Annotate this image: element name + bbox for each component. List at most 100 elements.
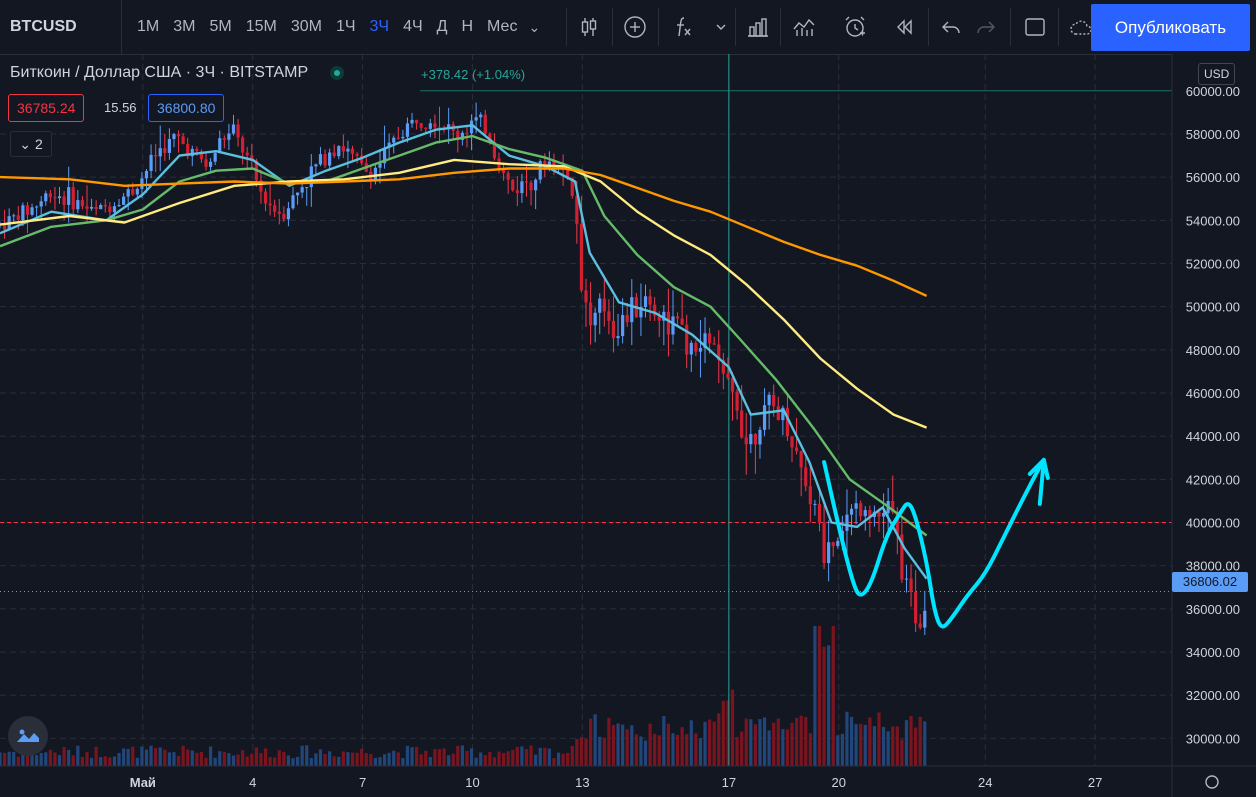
publish-button[interactable]: Опубликовать	[1091, 4, 1250, 51]
alarm-icon[interactable]	[838, 10, 872, 44]
volume-bar	[419, 754, 423, 766]
price-tick-label: 40000.00	[1186, 516, 1240, 531]
volume-bar	[282, 751, 286, 766]
chevron-down-icon: ⌄	[19, 135, 31, 152]
candle-body	[657, 315, 661, 321]
volume-bar	[900, 739, 904, 766]
chevron-down-icon[interactable]	[704, 10, 738, 44]
interval-week[interactable]: Н	[461, 18, 474, 35]
volume-bar	[323, 753, 327, 766]
volume-bar	[195, 752, 199, 766]
candle-body	[479, 114, 483, 118]
volume-bar	[680, 727, 684, 766]
buy-price-button[interactable]: 36800.80	[148, 94, 225, 122]
volume-bar	[488, 751, 492, 766]
volume-bar	[99, 757, 103, 766]
candle-body	[76, 200, 80, 210]
candle-body	[772, 394, 776, 407]
volume-bar	[273, 757, 277, 766]
candle-body	[918, 623, 922, 628]
toolbar-divider	[735, 8, 736, 46]
cloud-icon[interactable]	[1064, 10, 1098, 44]
candle-body	[781, 407, 785, 421]
volume-bar	[717, 713, 721, 766]
replay-icon[interactable]	[887, 10, 921, 44]
candle-body	[144, 170, 149, 179]
candle-body	[465, 132, 469, 134]
volume-bar	[158, 747, 162, 766]
candle-body	[318, 154, 323, 165]
volume-bar	[135, 757, 139, 766]
candle-body	[222, 138, 226, 140]
candle-body	[392, 137, 396, 143]
price-tick-label: 60000.00	[1186, 84, 1240, 99]
undo-icon[interactable]	[934, 10, 968, 44]
volume-bar	[213, 757, 217, 766]
interval-1m[interactable]: 1М	[137, 18, 160, 35]
interval-chevron-down-icon[interactable]: ⌄	[528, 18, 541, 35]
volume-bar	[48, 749, 52, 766]
volume-bar	[845, 711, 849, 766]
volume-bars	[0, 626, 927, 766]
candle-body	[314, 164, 318, 167]
candle-body	[785, 407, 790, 437]
price-tick-label: 44000.00	[1186, 429, 1240, 444]
interval-5m[interactable]: 5М	[209, 18, 232, 35]
interval-30m[interactable]: 30М	[290, 18, 322, 35]
volume-bar	[250, 753, 254, 766]
price-chart[interactable]: 30000.00 32000.00 34000.00 36000.00 38000.00…	[0, 54, 1256, 797]
candles-icon[interactable]	[572, 10, 606, 44]
volume-bar	[204, 757, 208, 766]
plus-circle-icon[interactable]	[618, 10, 652, 44]
volume-bar	[758, 719, 762, 766]
volume-bar	[662, 716, 666, 766]
volume-bar	[721, 700, 725, 766]
volume-bar	[314, 753, 318, 766]
settings-gear-icon[interactable]	[1205, 775, 1219, 789]
layout-icon[interactable]	[1018, 10, 1052, 44]
candle-body	[643, 296, 648, 307]
candle-body	[698, 348, 703, 352]
sell-price-button[interactable]: 36785.24	[8, 94, 85, 122]
fx-icon[interactable]	[666, 10, 700, 44]
candle-body	[831, 542, 835, 547]
redo-icon[interactable]	[969, 10, 1003, 44]
volume-bar	[318, 749, 323, 766]
candle-body	[538, 161, 542, 180]
candle-body	[16, 215, 20, 220]
drawn-arrow-head	[1027, 457, 1050, 506]
price-tick-label: 42000.00	[1186, 472, 1240, 487]
candle-body	[758, 429, 762, 445]
candle-body	[291, 195, 295, 209]
interval-15m[interactable]: 15М	[245, 18, 277, 35]
interval-3h[interactable]: 3Ч	[369, 18, 390, 35]
candle-body	[648, 296, 652, 305]
bars-icon[interactable]	[741, 10, 775, 44]
candle-body	[241, 137, 245, 153]
interval-month[interactable]: Мес	[487, 18, 518, 35]
candle-body	[99, 205, 103, 210]
tradingview-logo-icon[interactable]	[8, 716, 48, 756]
market-status-icon[interactable]	[330, 66, 345, 80]
candle-body	[836, 540, 840, 547]
volume-bar	[534, 754, 538, 766]
symbol-legend[interactable]: Биткоин / Доллар США · 3Ч · BITSTAMP	[10, 64, 345, 82]
indicators-toggle[interactable]: ⌄ 2	[10, 131, 52, 157]
candle-body	[827, 542, 831, 564]
volume-bar	[172, 752, 176, 766]
volume-bar	[218, 751, 222, 766]
volume-bar	[863, 724, 867, 766]
candle-body	[534, 179, 538, 191]
interval-1h[interactable]: 1Ч	[335, 18, 356, 35]
volume-bar	[401, 758, 405, 766]
currency-badge[interactable]: USD	[1198, 63, 1236, 85]
compare-icon[interactable]	[787, 10, 821, 44]
candle-body	[433, 123, 437, 128]
interval-day[interactable]: Д	[436, 18, 448, 35]
interval-4h[interactable]: 4Ч	[403, 18, 423, 35]
candle-body	[822, 523, 826, 564]
candle-body	[360, 155, 364, 164]
symbol-search[interactable]: BTCUSD	[0, 0, 122, 54]
candle-body	[529, 182, 533, 191]
interval-3m[interactable]: 3М	[173, 18, 196, 35]
